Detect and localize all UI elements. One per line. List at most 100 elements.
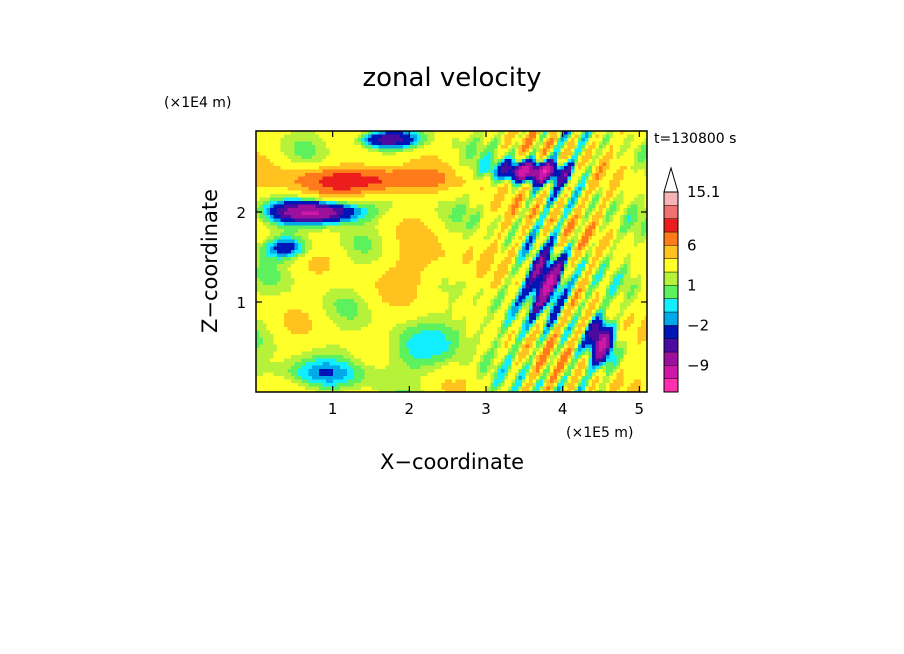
field-cell: [413, 239, 418, 244]
field-cell: [413, 267, 418, 272]
field-cell: [508, 159, 512, 163]
field-cell: [396, 145, 400, 149]
field-cell: [595, 232, 600, 237]
field-cell: [539, 236, 544, 240]
field-cell: [424, 162, 428, 167]
field-cell: [336, 274, 341, 279]
field-cell: [476, 264, 481, 268]
field-cell: [424, 218, 428, 223]
field-cell: [350, 166, 355, 170]
field-cell: [494, 236, 498, 240]
field-cell: [550, 250, 554, 254]
field-cell: [466, 239, 470, 244]
field-cell: [277, 232, 281, 237]
field-cell: [291, 204, 295, 209]
field-cell: [588, 152, 593, 156]
field-cell: [564, 145, 568, 149]
field-cell: [539, 229, 544, 233]
field-cell: [259, 152, 264, 156]
field-cell: [574, 169, 579, 174]
field-cell: [273, 166, 278, 170]
field-cell: [595, 253, 600, 258]
field-cell: [270, 211, 274, 216]
field-cell: [525, 208, 530, 212]
field-cell: [529, 180, 533, 184]
field-cell: [581, 229, 586, 233]
field-cell: [347, 173, 351, 177]
field-cell: [266, 197, 271, 202]
field-cell: [287, 197, 292, 202]
field-cell: [287, 148, 292, 153]
field-cell: [305, 131, 309, 135]
field-cell: [333, 218, 337, 223]
field-cell: [553, 253, 558, 258]
field-cell: [588, 173, 593, 177]
field-cell: [392, 166, 397, 170]
field-cell: [511, 201, 516, 205]
field-cell: [361, 201, 365, 205]
field-cell: [560, 260, 565, 265]
field-cell: [298, 218, 302, 223]
field-cell: [546, 204, 551, 209]
field-cell: [329, 215, 334, 219]
field-cell: [592, 260, 596, 265]
field-cell: [382, 162, 386, 167]
field-cell: [459, 260, 463, 265]
field-cell: [399, 138, 404, 142]
field-cell: [602, 134, 607, 139]
field-cell: [375, 201, 379, 205]
field-cell: [263, 183, 267, 188]
field-cell: [574, 257, 579, 261]
field-cell: [417, 131, 421, 135]
field-cell: [410, 229, 414, 233]
field-cell: [399, 229, 404, 233]
field-cell: [508, 271, 512, 275]
field-cell: [578, 260, 582, 265]
field-cell: [361, 173, 365, 177]
field-cell: [301, 260, 306, 265]
field-cell: [298, 281, 302, 286]
field-cell: [616, 218, 621, 223]
field-cell: [354, 243, 358, 247]
field-cell: [483, 183, 488, 188]
field-cell: [487, 274, 491, 279]
field-cell: [406, 229, 411, 233]
field-cell: [609, 271, 614, 275]
field-cell: [473, 211, 477, 216]
field-cell: [550, 159, 554, 163]
field-cell: [417, 141, 421, 146]
field-cell: [392, 253, 397, 258]
field-cell: [469, 187, 474, 191]
field-cell: [399, 208, 404, 212]
field-cell: [263, 131, 267, 135]
field-cell: [497, 187, 502, 191]
field-cell: [350, 173, 355, 177]
field-cell: [480, 225, 484, 230]
field-cell: [518, 267, 523, 272]
field-cell: [487, 260, 491, 265]
field-cell: [469, 197, 474, 202]
field-cell: [322, 278, 327, 282]
field-cell: [588, 211, 593, 216]
field-cell: [557, 166, 561, 170]
field-cell: [420, 232, 425, 237]
field-cell: [560, 183, 565, 188]
field-cell: [644, 281, 647, 286]
field-cell: [483, 246, 488, 251]
field-cell: [298, 257, 302, 261]
field-cell: [560, 190, 565, 195]
field-cell: [364, 264, 369, 268]
field-cell: [361, 215, 365, 219]
field-cell: [483, 222, 488, 226]
field-cell: [543, 138, 547, 142]
field-cell: [427, 138, 432, 142]
field-cell: [588, 166, 593, 170]
field-cell: [403, 218, 407, 223]
field-cell: [354, 201, 358, 205]
field-cell: [294, 222, 299, 226]
field-cell: [266, 232, 271, 237]
field-cell: [371, 134, 376, 139]
field-cell: [333, 236, 337, 240]
field-cell: [259, 197, 264, 202]
field-cell: [417, 281, 421, 286]
